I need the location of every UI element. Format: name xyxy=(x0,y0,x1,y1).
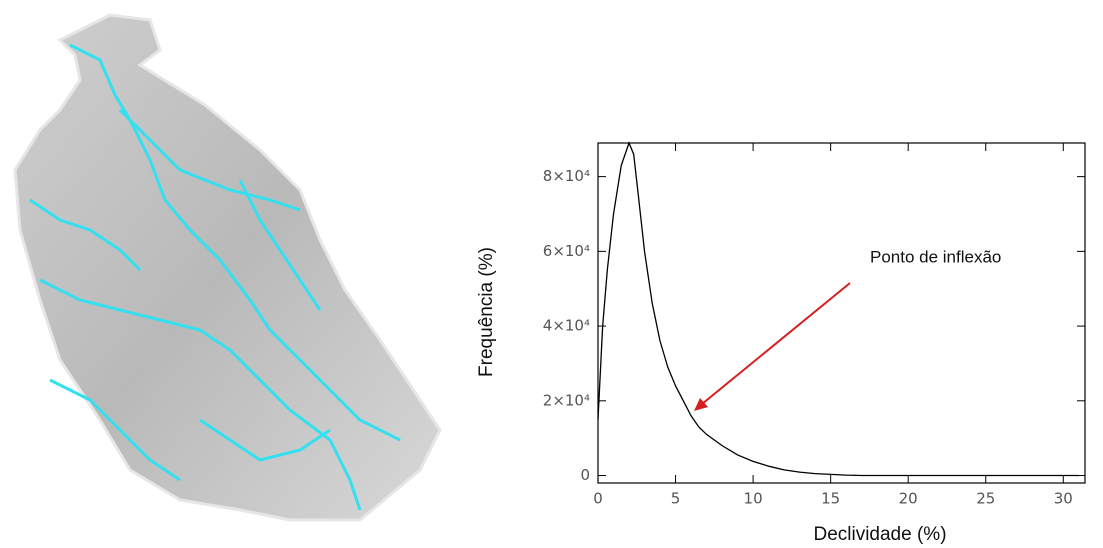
x-tick-label: 10 xyxy=(744,490,763,508)
y-tick-label: 2×10⁴ xyxy=(543,391,590,409)
x-tick-label: 5 xyxy=(671,490,681,508)
y-tick-label: 4×10⁴ xyxy=(543,317,590,335)
x-tick-label: 0 xyxy=(593,490,603,508)
chart: Declividade (%) Frequência (%) Ponto de … xyxy=(476,143,1085,545)
x-tick-label: 20 xyxy=(899,490,918,508)
x-tick-label: 30 xyxy=(1054,490,1073,508)
x-tick-label: 15 xyxy=(821,490,840,508)
y-tick-label: 6×10⁴ xyxy=(543,242,590,260)
x-axis-title: Declividade (%) xyxy=(813,524,946,545)
figure: Declividade (%) Frequência (%) Ponto de … xyxy=(0,0,1103,548)
plot-frame xyxy=(598,143,1085,483)
y-axis-title: Frequência (%) xyxy=(476,247,497,377)
page: Declividade (%) Frequência (%) Ponto de … xyxy=(0,0,1103,548)
annotation: Ponto de inflexão xyxy=(870,247,1001,266)
y-tick-label: 8×10⁴ xyxy=(543,167,590,185)
data-line xyxy=(598,143,1079,476)
x-tick-label: 25 xyxy=(976,490,995,508)
map-image xyxy=(15,15,440,520)
y-tick-label: 0 xyxy=(580,466,590,484)
annotation-arrow xyxy=(702,283,850,404)
